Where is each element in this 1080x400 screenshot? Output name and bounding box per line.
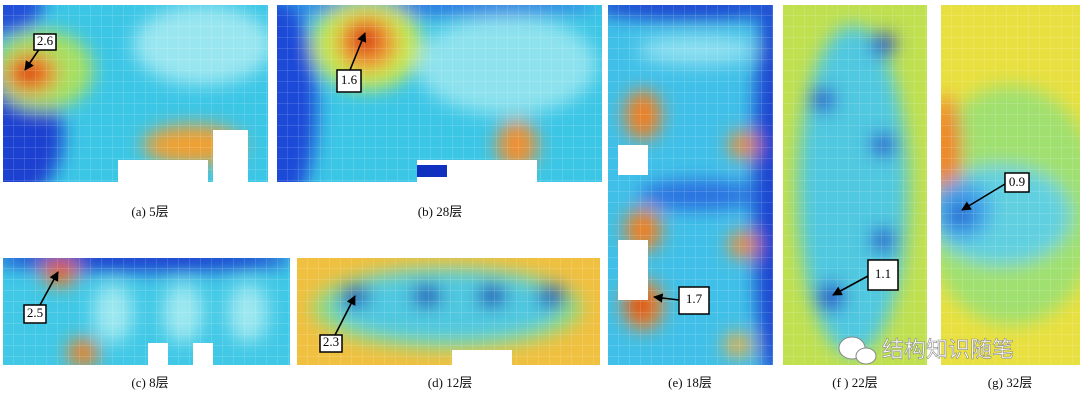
annotation-box [1004,172,1030,193]
contour-shape [193,343,213,365]
callout: 2.6 [24,33,57,71]
caption: (e) 18层 [668,375,712,390]
caption: (a) 5层 [131,204,168,219]
caption: (f ) 22层 [832,375,878,390]
caption: (d) 12层 [428,375,472,390]
contour-shape [417,165,447,177]
annotation-label: 2.6 [37,33,54,48]
callout: 2.5 [23,271,59,324]
contour-panel [608,5,773,365]
annotation-label: 2.3 [323,334,339,349]
contour-shape [452,350,512,365]
arrow [349,32,367,71]
caption: (g) 32层 [988,375,1032,390]
watermark: 结构知识随笔 [838,336,1014,365]
callout: 2.3 [319,295,356,353]
contour-panel [3,258,290,365]
contour-shape [855,347,877,365]
annotation-label: 0.9 [1009,174,1025,189]
contour-shape [148,343,168,365]
callout: 1.6 [336,32,367,93]
callout: 0.9 [961,172,1030,211]
contour-shape [277,5,602,182]
arrow [832,275,869,296]
arrow [653,293,680,303]
arrow [24,47,41,71]
arrow [961,183,1006,211]
annotation-box [23,304,47,324]
annotation-label: 1.7 [686,291,703,306]
annotation-label: 1.1 [875,266,891,281]
contour-panel [277,5,602,182]
contour-panel [941,5,1080,365]
contour-shape [618,240,648,300]
annotation-box [678,286,710,315]
caption: (b) 28层 [418,204,462,219]
contour-shape [118,160,208,182]
callout: 1.1 [832,259,899,296]
arrow [39,271,59,306]
arrow [334,295,356,336]
annotation-label: 结构知识随笔 [882,338,1014,363]
annotation-label: 2.5 [27,305,43,320]
annotation-box [33,33,57,51]
annotation-box [336,69,362,93]
contour-shape [783,5,927,365]
contour-shape [213,130,248,182]
annotation-label: 1.6 [341,72,358,87]
contour-panel [783,5,927,365]
contour-panel [3,5,268,182]
contour-shape [618,145,648,175]
callout: 1.7 [653,286,710,315]
annotation-box [867,259,899,291]
annotation-box [319,334,343,353]
caption: (c) 8层 [131,375,168,390]
